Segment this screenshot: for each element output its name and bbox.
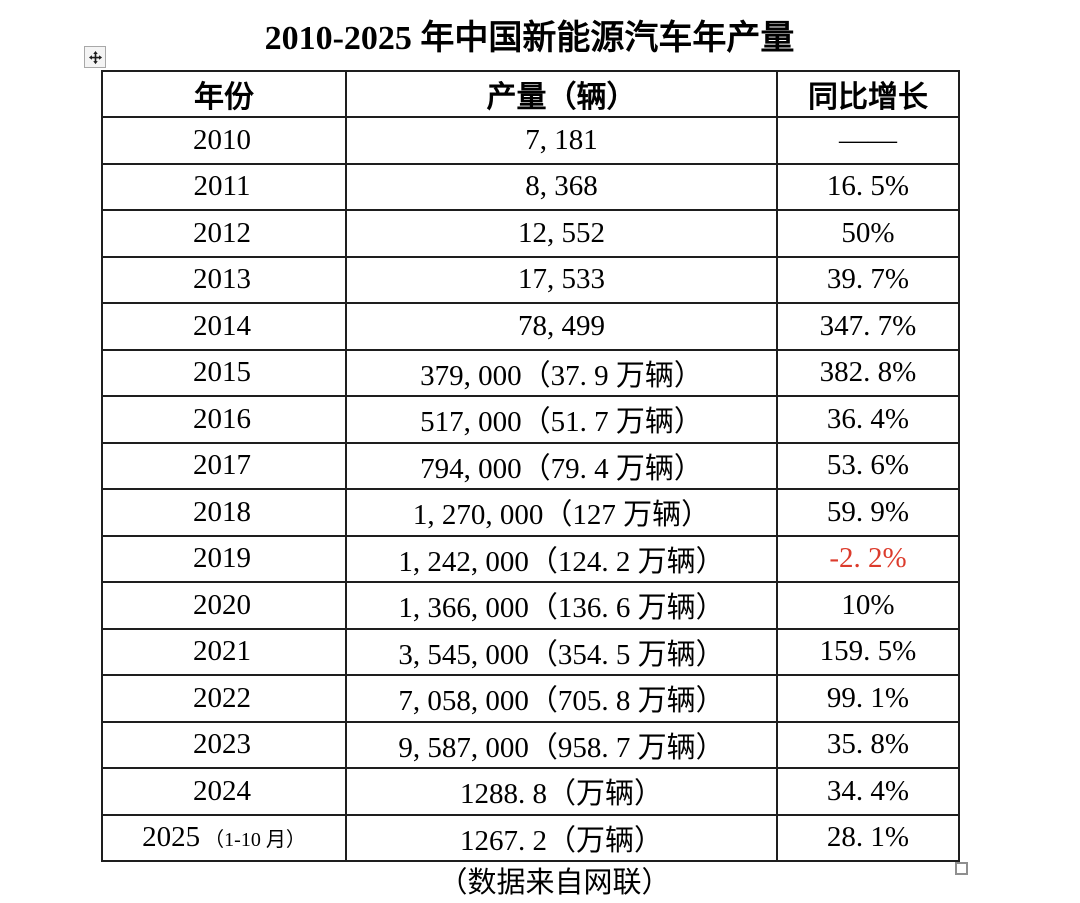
year-cell: 2012	[101, 209, 347, 258]
production-cell: 7, 058, 000（705. 8 万辆）	[345, 674, 778, 723]
production-cell: 17, 533	[345, 255, 778, 304]
table-row: 2022 7, 058, 000（705. 8 万辆） 99. 1%	[101, 674, 960, 723]
production-cell: 9, 587, 000（958. 7 万辆）	[345, 720, 778, 769]
four-way-move-arrows-icon	[88, 50, 102, 64]
production-cell: 8, 368	[345, 162, 778, 211]
production-cell: 517, 000（51. 7 万辆）	[345, 395, 778, 444]
growth-cell: 53. 6%	[776, 441, 960, 490]
production-cell: 7, 181	[345, 116, 778, 165]
table-row: 2021 3, 545, 000（354. 5 万辆） 159. 5%	[101, 627, 960, 676]
table-row: 2014 78, 499 347. 7%	[101, 302, 960, 351]
table-row: 2023 9, 587, 000（958. 7 万辆） 35. 8%	[101, 720, 960, 769]
growth-cell: 39. 7%	[776, 255, 960, 304]
year-cell: 2015	[101, 348, 347, 397]
growth-cell: 16. 5%	[776, 162, 960, 211]
year-cell: 2022	[101, 674, 347, 723]
table-body: 2010 7, 181 —— 2011 8, 368 16. 5% 2012 12, 552 5…	[101, 116, 960, 862]
year-value: 2022	[193, 681, 251, 714]
year-value: 2024	[193, 774, 251, 807]
production-cell: 1, 242, 000（124. 2 万辆）	[345, 534, 778, 583]
col-header-year: 年份	[101, 70, 347, 118]
col-header-growth: 同比增长	[776, 70, 960, 118]
production-cell: 1, 270, 000（127 万辆）	[345, 488, 778, 537]
table-row: 2025 （1-10 月） 1267. 2（万辆） 28. 1%	[101, 813, 960, 862]
year-value: 2019	[193, 542, 251, 575]
production-cell: 794, 000（79. 4 万辆）	[345, 441, 778, 490]
table-row: 2018 1, 270, 000（127 万辆） 59. 9%	[101, 488, 960, 537]
data-source-note: （数据来自网联）	[438, 867, 671, 899]
growth-cell: ——	[776, 116, 960, 165]
table-row: 2024 1288. 8（万辆） 34. 4%	[101, 767, 960, 816]
year-cell: 2017	[101, 441, 347, 490]
year-value: 2021	[193, 635, 251, 668]
production-cell: 78, 499	[345, 302, 778, 351]
table-row: 2017 794, 000（79. 4 万辆） 53. 6%	[101, 441, 960, 490]
production-table: 年份 产量（辆） 同比增长 2010 7, 181 —— 2011 8, 368 16. …	[101, 70, 960, 862]
growth-cell: 10%	[776, 581, 960, 630]
year-value: 2017	[193, 449, 251, 482]
growth-cell: 35. 8%	[776, 720, 960, 769]
year-cell: 2016	[101, 395, 347, 444]
year-value: 2025	[142, 821, 201, 854]
production-cell: 12, 552	[345, 209, 778, 258]
growth-cell: 36. 4%	[776, 395, 960, 444]
production-cell: 1267. 2（万辆）	[345, 813, 778, 862]
growth-cell: 159. 5%	[776, 627, 960, 676]
growth-cell: 59. 9%	[776, 488, 960, 537]
table-row: 2016 517, 000（51. 7 万辆） 36. 4%	[101, 395, 960, 444]
col-header-production: 产量（辆）	[345, 70, 778, 118]
table-header-row: 年份 产量（辆） 同比增长	[101, 70, 960, 118]
year-note: （1-10 月）	[204, 829, 306, 852]
year-cell: 2019	[101, 534, 347, 583]
production-cell: 379, 000（37. 9 万辆）	[345, 348, 778, 397]
year-cell: 2025 （1-10 月）	[101, 813, 347, 862]
production-cell: 3, 545, 000（354. 5 万辆）	[345, 627, 778, 676]
year-value: 2014	[193, 309, 251, 342]
growth-cell: 382. 8%	[776, 348, 960, 397]
growth-cell: 34. 4%	[776, 767, 960, 816]
year-cell: 2018	[101, 488, 347, 537]
growth-cell: 28. 1%	[776, 813, 960, 862]
year-value: 2016	[193, 402, 251, 435]
year-value: 2013	[193, 263, 251, 296]
table-row: 2013 17, 533 39. 7%	[101, 255, 960, 304]
year-value: 2010	[193, 123, 251, 156]
year-value: 2023	[193, 728, 251, 761]
year-cell: 2011	[101, 162, 347, 211]
year-value: 2020	[193, 588, 251, 621]
table-move-handle[interactable]	[84, 46, 106, 68]
year-cell: 2020	[101, 581, 347, 630]
table-resize-handle[interactable]	[955, 862, 968, 875]
table-row: 2011 8, 368 16. 5%	[101, 162, 960, 211]
table-row: 2015 379, 000（37. 9 万辆） 382. 8%	[101, 348, 960, 397]
year-value: 2012	[193, 216, 251, 249]
table-row: 2012 12, 552 50%	[101, 209, 960, 258]
year-cell: 2013	[101, 255, 347, 304]
table-row: 2010 7, 181 ——	[101, 116, 960, 165]
growth-cell: 50%	[776, 209, 960, 258]
year-value: 2018	[193, 495, 251, 528]
production-cell: 1, 366, 000（136. 6 万辆）	[345, 581, 778, 630]
growth-cell: 347. 7%	[776, 302, 960, 351]
year-cell: 2024	[101, 767, 347, 816]
table-row: 2019 1, 242, 000（124. 2 万辆） -2. 2%	[101, 534, 960, 583]
growth-cell: -2. 2%	[776, 534, 960, 583]
year-value: 2011	[193, 170, 251, 203]
year-cell: 2021	[101, 627, 347, 676]
year-cell: 2023	[101, 720, 347, 769]
year-cell: 2010	[101, 116, 347, 165]
year-cell: 2014	[101, 302, 347, 351]
production-cell: 1288. 8（万辆）	[345, 767, 778, 816]
year-value: 2015	[193, 356, 251, 389]
table-row: 2020 1, 366, 000（136. 6 万辆） 10%	[101, 581, 960, 630]
table-title: 2010-2025 年中国新能源汽车年产量	[264, 20, 795, 57]
growth-cell: 99. 1%	[776, 674, 960, 723]
